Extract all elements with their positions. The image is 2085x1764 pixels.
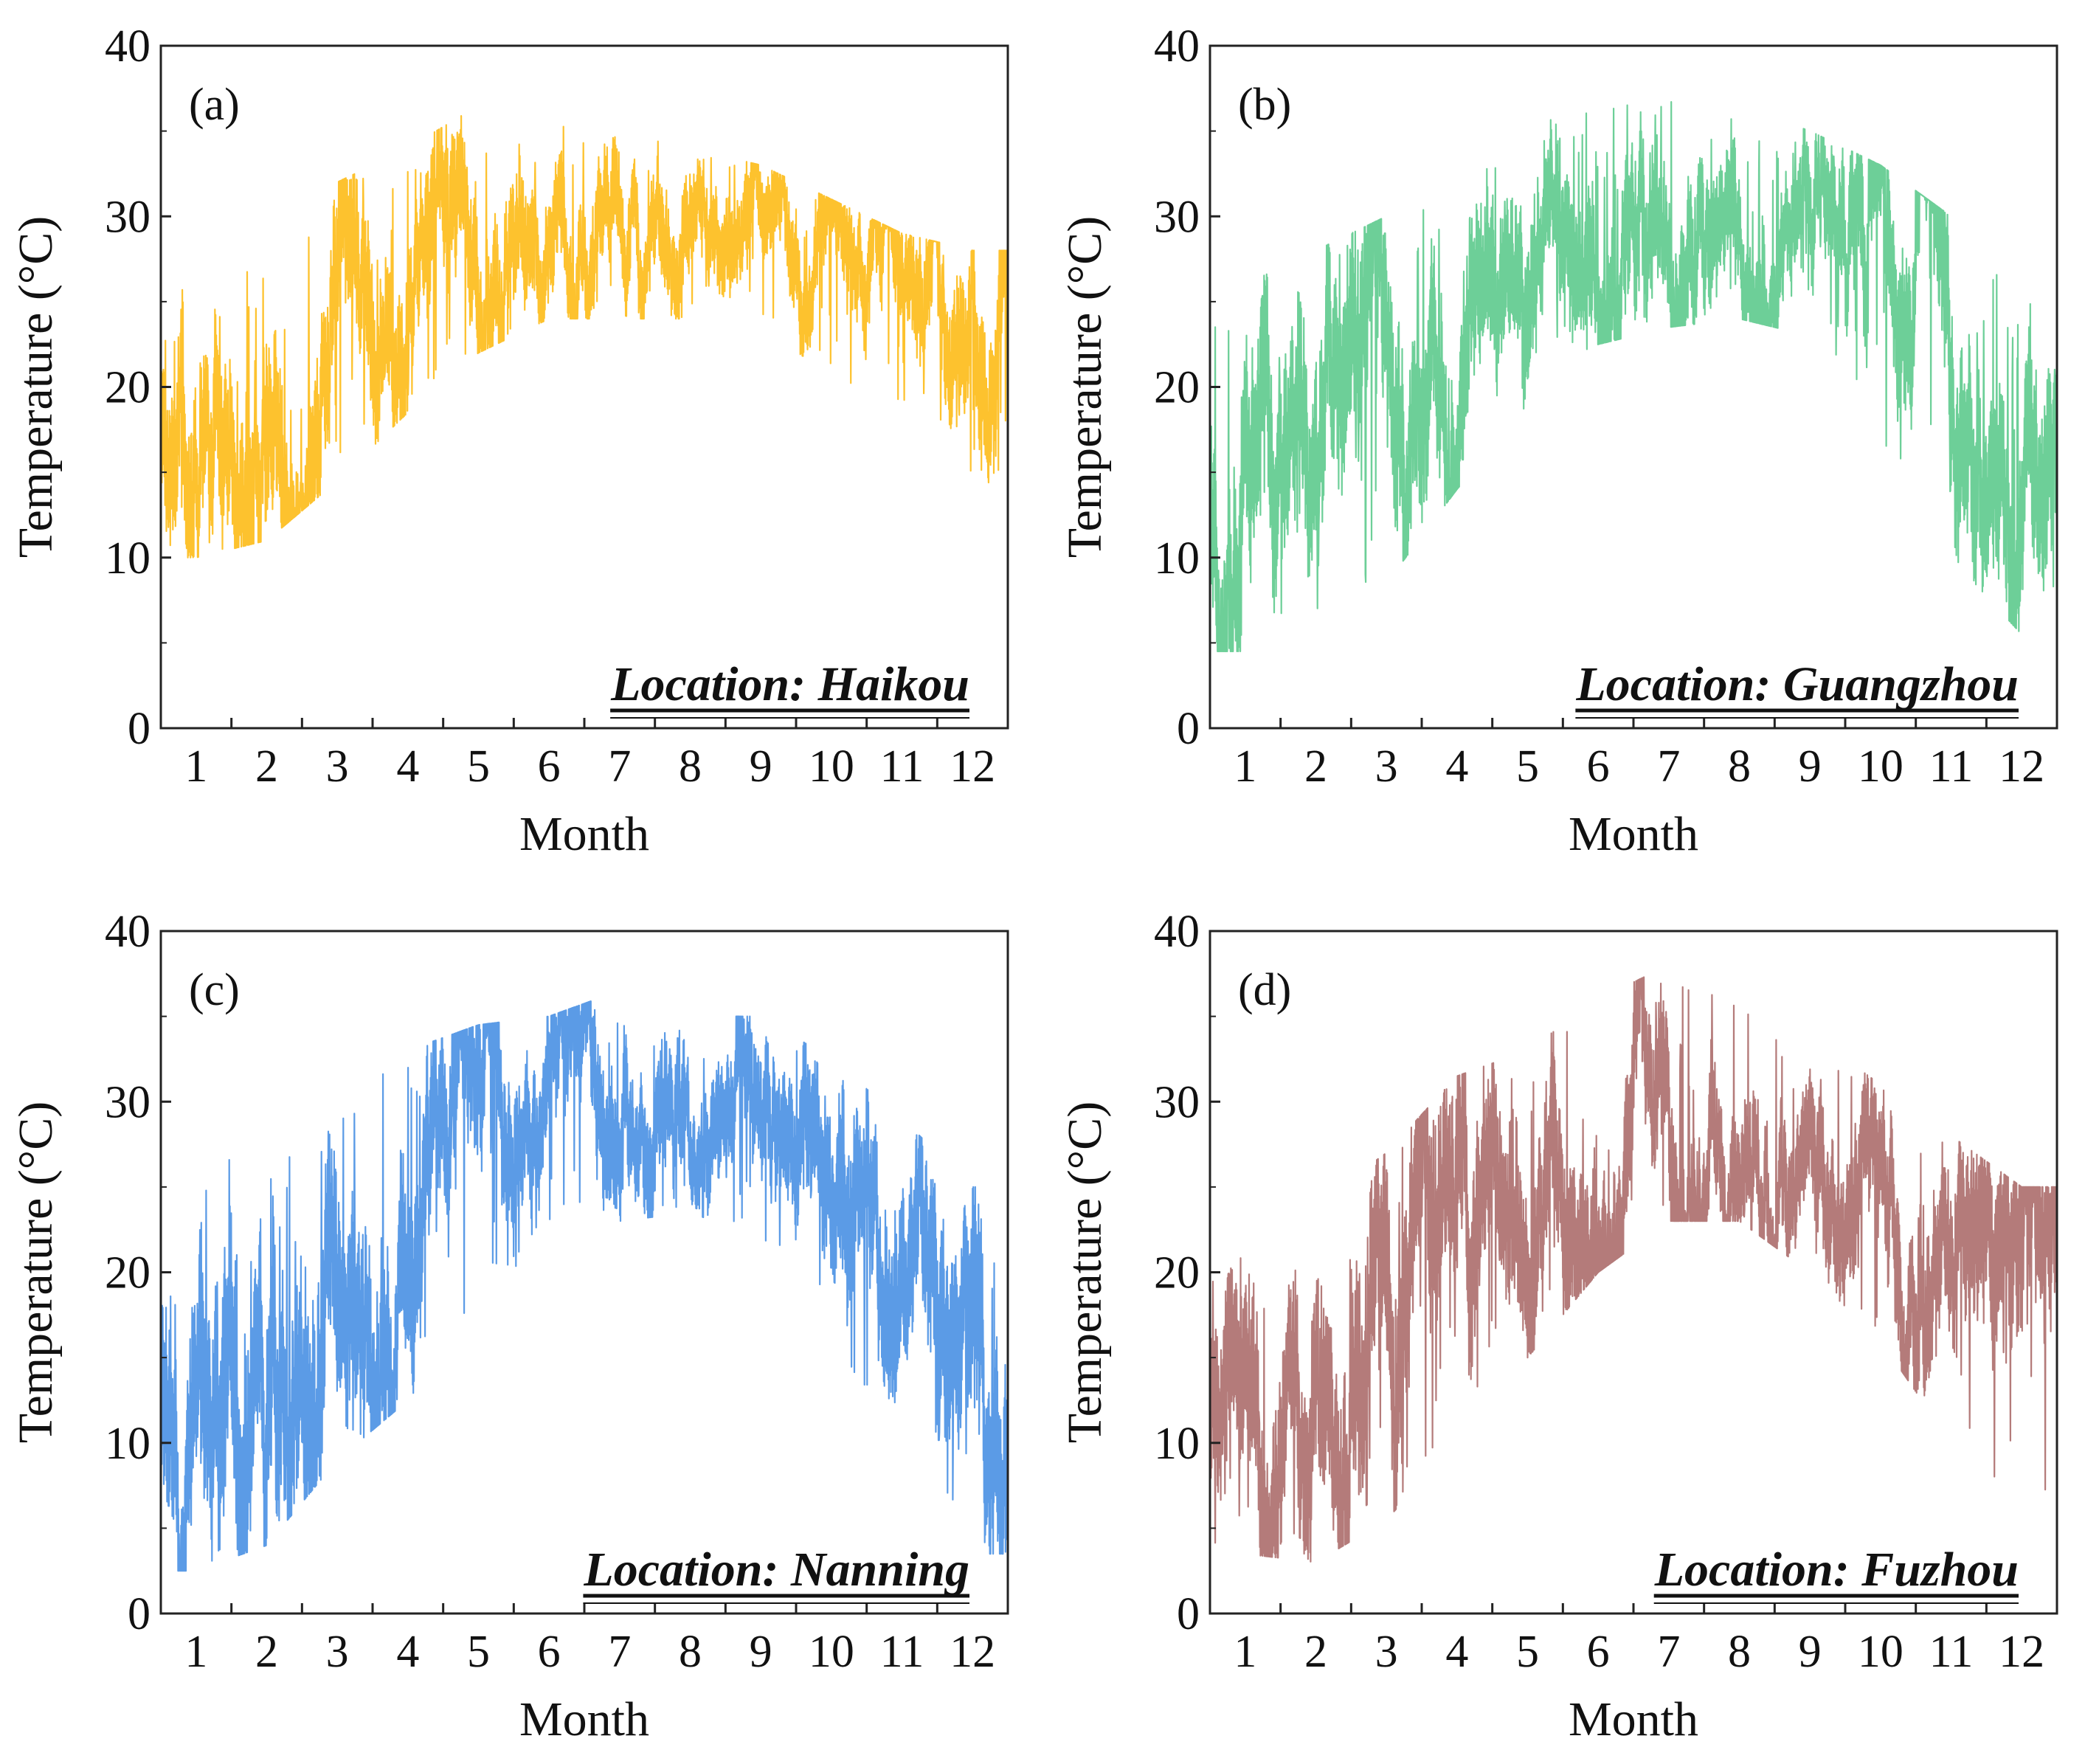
y-tick-label: 0 xyxy=(1177,1589,1200,1639)
series-line-nanning xyxy=(159,1000,1009,1572)
panel-label: (c) xyxy=(189,965,240,1015)
y-tick-label: 20 xyxy=(1154,1248,1200,1298)
x-tick-label: 7 xyxy=(608,1627,631,1677)
x-tick-label: 8 xyxy=(1728,1627,1751,1677)
x-tick-label: 7 xyxy=(608,741,631,792)
x-tick-label: 9 xyxy=(750,741,772,792)
x-tick-label: 2 xyxy=(255,1627,278,1677)
x-tick-label: 9 xyxy=(1799,741,1822,792)
x-tick-label: 5 xyxy=(1516,1627,1539,1677)
y-tick-label: 20 xyxy=(1154,363,1200,413)
x-tick-label: 10 xyxy=(809,741,854,792)
panel-label: (d) xyxy=(1238,965,1291,1015)
y-tick-label: 40 xyxy=(1154,907,1200,957)
series-line-guangzhou xyxy=(1209,101,2058,653)
y-tick-label: 20 xyxy=(105,363,151,413)
x-tick-label: 4 xyxy=(1445,741,1468,792)
x-tick-label: 6 xyxy=(1587,1627,1610,1677)
x-tick-label: 9 xyxy=(750,1627,772,1677)
x-axis-label: Month xyxy=(519,1692,649,1746)
x-tick-label: 1 xyxy=(1234,741,1256,792)
x-tick-label: 7 xyxy=(1657,1627,1680,1677)
location-label: Location: Fuzhou xyxy=(1654,1543,2019,1597)
x-tick-label: 11 xyxy=(880,741,924,792)
plot-frame xyxy=(159,44,1009,730)
y-tick-label: 10 xyxy=(105,1419,151,1469)
x-axis-label: Month xyxy=(1569,1692,1698,1746)
y-tick-label: 40 xyxy=(105,907,151,957)
x-tick-label: 1 xyxy=(184,741,207,792)
x-tick-label: 12 xyxy=(950,1627,995,1677)
x-tick-label: 7 xyxy=(1657,741,1680,792)
x-tick-label: 1 xyxy=(1234,1627,1256,1677)
x-axis-label: Month xyxy=(1569,807,1698,861)
y-tick-label: 40 xyxy=(1154,21,1200,72)
x-tick-label: 2 xyxy=(255,741,278,792)
x-tick-label: 6 xyxy=(1587,741,1610,792)
x-tick-label: 4 xyxy=(396,1627,419,1677)
x-tick-label: 8 xyxy=(679,1627,702,1677)
x-tick-label: 5 xyxy=(467,741,490,792)
x-tick-label: 4 xyxy=(396,741,419,792)
x-tick-label: 6 xyxy=(538,1627,561,1677)
panel-label: (b) xyxy=(1238,80,1291,130)
x-tick-label: 6 xyxy=(538,741,561,792)
x-tick-label: 8 xyxy=(1728,741,1751,792)
location-label: Location: Nanning xyxy=(583,1543,969,1597)
x-tick-label: 11 xyxy=(880,1627,924,1677)
series-line-haikou xyxy=(159,115,1009,558)
y-tick-label: 40 xyxy=(105,21,151,72)
y-axis-label: Temperature (°C) xyxy=(1058,216,1112,558)
x-tick-label: 12 xyxy=(1999,1627,2044,1677)
x-tick-label: 2 xyxy=(1304,1627,1327,1677)
x-tick-label: 9 xyxy=(1799,1627,1822,1677)
x-tick-label: 3 xyxy=(326,741,349,792)
y-tick-label: 0 xyxy=(1177,704,1200,754)
x-tick-label: 10 xyxy=(1858,741,1904,792)
x-tick-label: 12 xyxy=(1999,741,2044,792)
y-tick-label: 30 xyxy=(1154,1077,1200,1127)
y-tick-label: 20 xyxy=(105,1248,151,1298)
panel-label: (a) xyxy=(189,80,240,130)
y-tick-label: 0 xyxy=(128,704,151,754)
x-tick-label: 3 xyxy=(1375,741,1398,792)
y-axis-label: Temperature (°C) xyxy=(9,216,63,558)
x-tick-label: 4 xyxy=(1445,1627,1468,1677)
y-tick-label: 10 xyxy=(105,533,151,584)
x-tick-label: 3 xyxy=(1375,1627,1398,1677)
x-tick-label: 5 xyxy=(467,1627,490,1677)
x-tick-label: 10 xyxy=(1858,1627,1904,1677)
x-tick-label: 10 xyxy=(809,1627,854,1677)
location-label: Location: Haikou xyxy=(610,657,969,711)
series-line-fuzhou xyxy=(1209,976,2058,1563)
y-tick-label: 30 xyxy=(1154,192,1200,242)
location-label: Location: Guangzhou xyxy=(1575,657,2019,711)
x-tick-label: 12 xyxy=(950,741,995,792)
x-tick-label: 11 xyxy=(1929,1627,1974,1677)
x-tick-label: 8 xyxy=(679,741,702,792)
x-tick-label: 3 xyxy=(326,1627,349,1677)
y-axis-label: Temperature (°C) xyxy=(9,1101,63,1443)
x-tick-label: 2 xyxy=(1304,741,1327,792)
y-tick-label: 10 xyxy=(1154,1419,1200,1469)
x-tick-label: 5 xyxy=(1516,741,1539,792)
y-tick-label: 10 xyxy=(1154,533,1200,584)
y-axis-label: Temperature (°C) xyxy=(1058,1101,1112,1443)
x-tick-label: 1 xyxy=(184,1627,207,1677)
x-axis-label: Month xyxy=(519,807,649,861)
y-tick-label: 0 xyxy=(128,1589,151,1639)
y-tick-label: 30 xyxy=(105,192,151,242)
y-tick-label: 30 xyxy=(105,1077,151,1127)
x-tick-label: 11 xyxy=(1929,741,1974,792)
